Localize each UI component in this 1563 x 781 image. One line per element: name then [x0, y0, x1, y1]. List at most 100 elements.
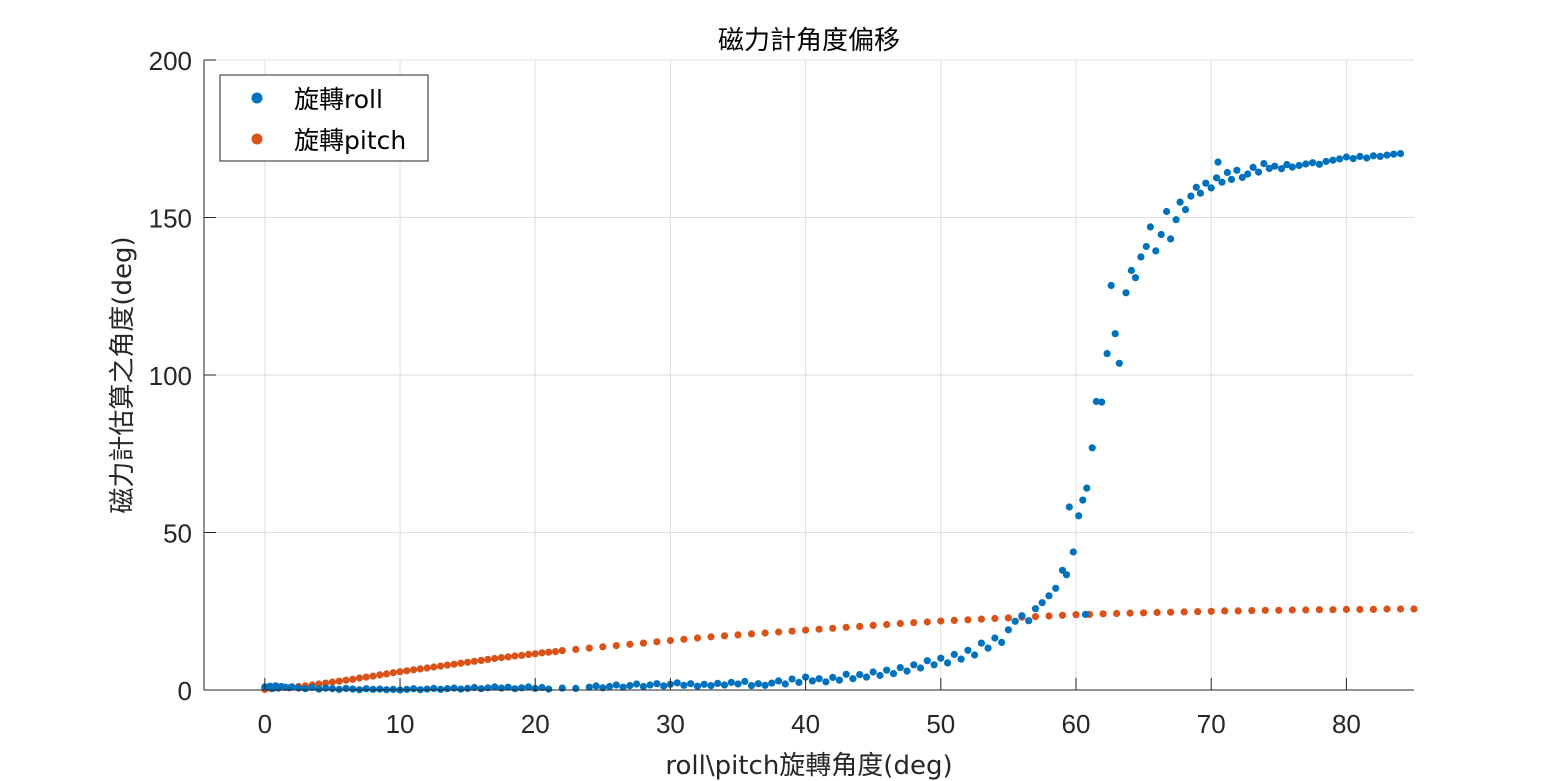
pitch-point — [335, 677, 343, 685]
roll-point — [768, 679, 776, 687]
roll-point — [403, 685, 411, 694]
pitch-point — [1248, 607, 1256, 615]
roll-point — [1265, 164, 1273, 172]
roll-point — [376, 685, 384, 693]
pitch-point — [626, 640, 634, 648]
roll-point — [1098, 398, 1106, 406]
roll-point — [889, 670, 898, 678]
pitch-point — [1153, 608, 1161, 617]
pitch-point — [1099, 610, 1107, 618]
roll-point — [619, 683, 627, 691]
y-axis-label: 磁力計估算之角度(deg) — [108, 236, 138, 513]
pitch-point — [1113, 609, 1121, 618]
roll-point — [1383, 151, 1391, 159]
pitch-point — [538, 649, 546, 657]
roll-point — [491, 683, 499, 691]
roll-point — [842, 670, 850, 678]
roll-point — [795, 678, 803, 687]
roll-point — [322, 684, 330, 692]
chart-title: 磁力計角度偏移 — [718, 26, 900, 56]
roll-point — [707, 682, 715, 690]
roll-point — [1390, 150, 1398, 158]
x-axis-label: roll\pitch旋轉角度(deg) — [665, 751, 952, 781]
roll-point — [1356, 152, 1364, 160]
roll-point — [1207, 184, 1215, 192]
x-tick-label: 10 — [386, 709, 415, 739]
roll-point — [971, 651, 979, 659]
pitch-point — [842, 623, 850, 631]
pitch-point — [511, 652, 519, 660]
roll-point — [538, 683, 546, 692]
pitch-point — [1180, 608, 1188, 616]
roll-point — [1083, 484, 1091, 492]
roll-point — [1131, 274, 1140, 282]
roll-point — [1363, 154, 1371, 162]
x-tick-label: 70 — [1197, 709, 1226, 739]
roll-point — [349, 685, 357, 693]
x-tick-label: 80 — [1332, 709, 1361, 739]
pitch-point — [1396, 605, 1405, 613]
roll-point — [1004, 626, 1013, 634]
y-tick-label: 200 — [149, 46, 192, 76]
roll-point — [977, 639, 986, 647]
y-tick-label: 100 — [149, 361, 192, 391]
pitch-point — [342, 676, 350, 684]
pitch-point — [423, 664, 431, 672]
pitch-point — [382, 670, 391, 678]
pitch-point — [775, 628, 783, 636]
roll-point — [700, 680, 708, 688]
pitch-point — [856, 622, 864, 631]
roll-point — [1103, 350, 1111, 358]
roll-point — [1202, 179, 1210, 187]
pitch-point — [464, 658, 472, 666]
roll-point — [1011, 617, 1019, 625]
x-tick-label: 40 — [791, 709, 820, 739]
tick-labels: 0 10 20 30 40 50 60 70 80 0 50 100 150 200 — [149, 46, 1361, 739]
x-tick-label: 50 — [926, 709, 955, 739]
roll-point — [626, 682, 634, 690]
roll-point — [984, 644, 992, 652]
roll-point — [545, 685, 553, 693]
pitch-point — [1126, 609, 1134, 617]
roll-point — [1260, 160, 1268, 168]
roll-point — [998, 638, 1006, 647]
roll-point — [930, 661, 938, 669]
pitch-point — [484, 655, 492, 664]
roll-point — [761, 681, 769, 689]
pitch-point — [1302, 606, 1310, 614]
roll-point — [1081, 610, 1090, 619]
roll-point — [450, 684, 458, 692]
roll-point — [1031, 605, 1040, 613]
roll-point — [369, 685, 377, 694]
roll-point — [1302, 160, 1310, 168]
roll-point — [1018, 612, 1026, 620]
pitch-point — [1369, 605, 1377, 614]
roll-point — [1127, 266, 1135, 274]
roll-point — [781, 680, 789, 688]
roll-point — [1233, 166, 1241, 174]
roll-point — [1152, 247, 1160, 255]
roll-point — [1244, 170, 1252, 178]
roll-point — [916, 664, 925, 672]
pitch-point — [477, 656, 485, 665]
roll-point — [1122, 289, 1130, 297]
roll-point — [423, 685, 431, 693]
pitch-point — [518, 651, 526, 660]
pitch-point — [551, 648, 560, 656]
pitch-point — [450, 660, 458, 668]
roll-point — [592, 682, 600, 690]
roll-point — [835, 676, 844, 684]
roll-point — [457, 685, 465, 693]
pitch-point — [869, 621, 877, 630]
axes — [203, 59, 1414, 691]
pitch-point — [355, 674, 364, 682]
roll-point — [606, 682, 614, 691]
pitch-point — [497, 654, 505, 662]
roll-point — [727, 678, 735, 687]
pitch-point — [396, 668, 404, 676]
roll-point — [808, 677, 817, 685]
roll-point — [1196, 189, 1204, 197]
roll-point — [747, 682, 756, 690]
roll-point — [1137, 253, 1145, 261]
pitch-point — [923, 618, 931, 626]
